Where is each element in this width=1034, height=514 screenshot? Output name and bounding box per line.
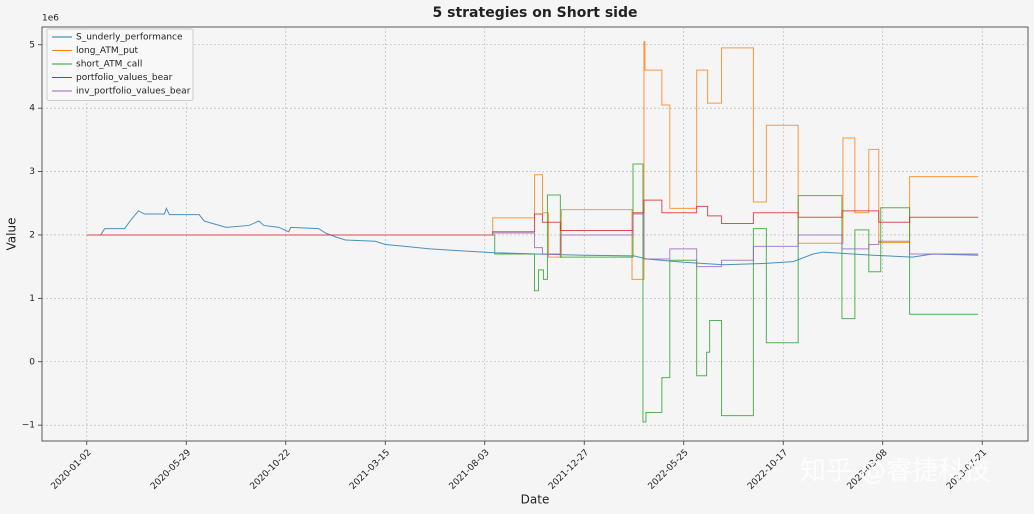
x-tick-label: 2022-10-17 — [746, 448, 790, 492]
series-line — [86, 199, 979, 236]
legend-label: long_ATM_put — [76, 46, 139, 56]
legend-label: inv_portfolio_values_bear — [76, 87, 191, 97]
x-tick-label: 2021-12-27 — [547, 448, 591, 492]
x-tick-label: 2020-10-22 — [249, 448, 293, 492]
legend-label: S_underly_performance — [76, 33, 183, 43]
series-line — [491, 41, 979, 280]
y-tick-label: 4 — [29, 104, 35, 114]
y-tick-label: 3 — [29, 167, 35, 177]
legend-box — [46, 28, 194, 101]
series-line — [491, 163, 979, 423]
y-offset-text: 1e6 — [42, 14, 59, 24]
y-axis-label: Value — [5, 218, 19, 251]
y-tick-label: −1 — [22, 421, 35, 431]
legend-label: short_ATM_call — [76, 60, 142, 70]
x-axis-label: Date — [521, 493, 550, 507]
y-tick-label: 0 — [29, 357, 35, 367]
x-tick-label: 2021-08-03 — [448, 448, 492, 492]
series-line — [100, 207, 979, 266]
series-line — [491, 213, 979, 268]
y-tick-label: 1 — [29, 294, 35, 304]
watermark: 知乎 @睿捷科技 — [800, 457, 990, 487]
x-tick-label: 2021-03-15 — [348, 448, 392, 492]
x-tick-label: 2020-01-02 — [50, 448, 94, 492]
x-tick-label: 2022-05-25 — [647, 448, 691, 492]
x-tick-label: 2020-05-29 — [149, 448, 193, 492]
y-tick-label: 5 — [29, 40, 35, 50]
legend-label: portfolio_values_bear — [76, 73, 173, 83]
y-tick-label: 2 — [29, 230, 35, 240]
chart-title: 5 strategies on Short side — [433, 5, 638, 21]
